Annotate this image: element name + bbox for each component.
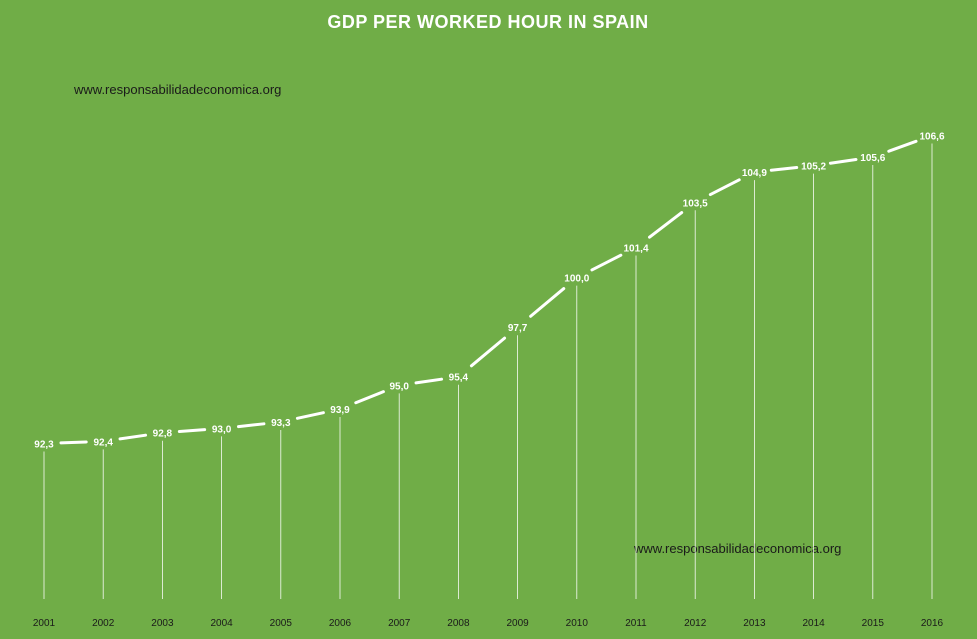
data-label-2001: 92,3 (34, 440, 54, 451)
series-segment-2002-2003 (118, 433, 148, 441)
data-label-2009: 97,7 (508, 323, 528, 334)
series-segment-2004-2005 (236, 422, 266, 429)
x-tick-label-2002: 2002 (92, 618, 115, 629)
x-tick-label-2011: 2011 (625, 618, 647, 629)
series-segment-2006-2007 (354, 390, 385, 405)
series-segment-2013-2014 (769, 165, 799, 172)
series-segment-2003-2004 (177, 428, 207, 433)
x-tick-label-2016: 2016 (921, 618, 944, 629)
x-tick-label-2006: 2006 (329, 618, 352, 629)
x-tick-label-2004: 2004 (210, 618, 233, 629)
data-label-2013: 104,9 (742, 168, 767, 179)
x-axis-ticks: 2001 2002 2003 2004 2005 2006 2007 2008 2009 2010… (33, 618, 944, 629)
series-segment-2014-2015 (828, 157, 858, 165)
x-tick-label-2013: 2013 (743, 618, 766, 629)
data-label-2011: 101,4 (623, 244, 648, 255)
data-label-2007: 95,0 (389, 381, 409, 392)
x-tick-label-2009: 2009 (506, 618, 529, 629)
series-segment-2015-2016 (887, 139, 918, 153)
data-label-2008: 95,4 (449, 373, 469, 384)
data-label-2012: 103,5 (683, 198, 708, 209)
series-group (59, 139, 918, 445)
watermark-bottom: www.responsabilidadeconomica.org (633, 541, 841, 556)
x-tick-label-2001: 2001 (33, 618, 56, 629)
x-tick-label-2014: 2014 (802, 618, 825, 629)
x-tick-label-2012: 2012 (684, 618, 707, 629)
watermark-top: www.responsabilidadeconomica.org (73, 82, 281, 97)
x-tick-label-2003: 2003 (151, 618, 174, 629)
data-label-2005: 93,3 (271, 418, 291, 429)
series-segment-2011-2012 (648, 211, 684, 239)
x-tick-label-2008: 2008 (447, 618, 470, 629)
series-segment-2009-2010 (529, 287, 566, 318)
drop-lines (43, 143, 933, 599)
data-label-2010: 100,0 (564, 274, 589, 285)
data-label-2006: 93,9 (330, 405, 350, 416)
x-tick-label-2007: 2007 (388, 618, 411, 629)
x-tick-label-2010: 2010 (566, 618, 589, 629)
data-label-2014: 105,2 (801, 162, 826, 173)
series-segment-2007-2008 (414, 377, 444, 385)
series-segment-2005-2006 (295, 411, 325, 420)
data-label-2002: 92,4 (93, 437, 113, 448)
data-label-2004: 93,0 (212, 424, 232, 435)
data-label-2016: 106,6 (919, 132, 944, 143)
data-label-2003: 92,8 (153, 429, 173, 440)
series-segment-2010-2011 (590, 253, 623, 272)
x-tick-label-2015: 2015 (862, 618, 885, 629)
series-segment-2008-2009 (469, 336, 507, 368)
data-labels: 92,3 92,4 92,8 93,0 93,3 93,9 95,0 95,4 97,7 100,… (34, 132, 945, 451)
data-label-2015: 105,6 (860, 153, 885, 164)
series-segment-2001-2002 (59, 440, 88, 445)
series-segment-2012-2013 (708, 178, 741, 197)
x-tick-label-2005: 2005 (270, 618, 293, 629)
chart-title: GDP PER WORKED HOUR IN SPAIN (327, 12, 648, 32)
